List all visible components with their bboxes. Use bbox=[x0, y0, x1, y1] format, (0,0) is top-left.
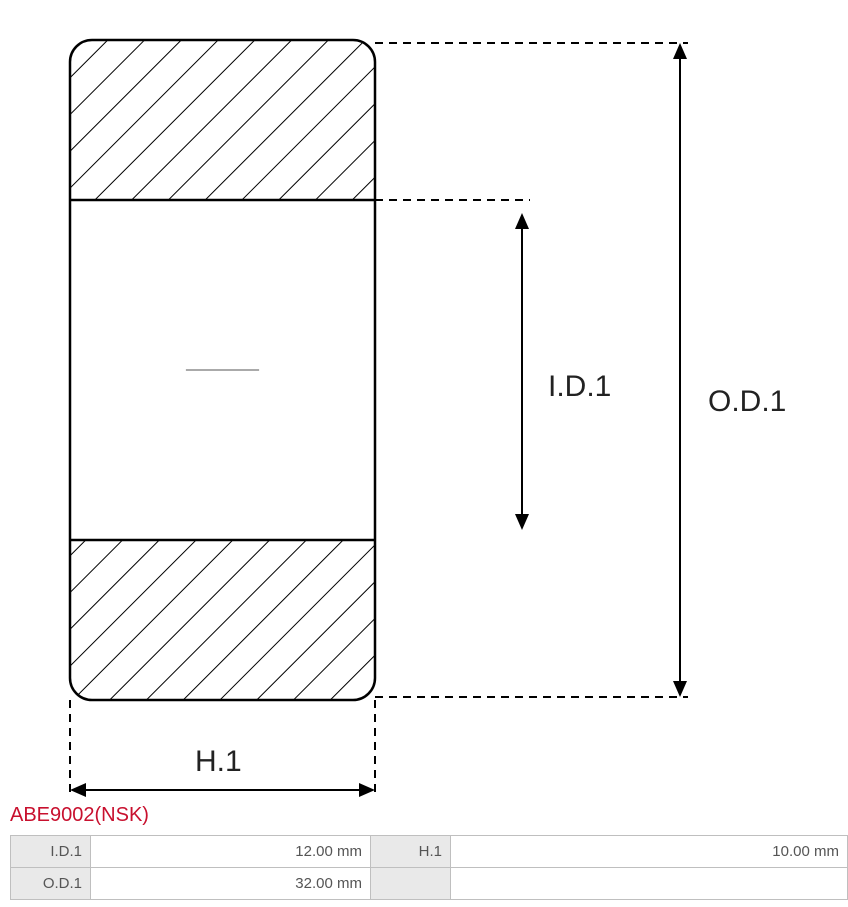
cell-h1-value: 10.00 mm bbox=[451, 836, 848, 868]
label-h1: H.1 bbox=[195, 745, 242, 779]
spec-table: I.D.1 12.00 mm H.1 10.00 mm O.D.1 32.00 … bbox=[10, 835, 848, 900]
part-title: ABE9002(NSK) bbox=[0, 800, 848, 835]
table-row: O.D.1 32.00 mm bbox=[11, 868, 848, 900]
cell-id1-label: I.D.1 bbox=[11, 836, 91, 868]
cell-empty-label bbox=[371, 868, 451, 900]
cell-id1-value: 12.00 mm bbox=[91, 836, 371, 868]
table-row: I.D.1 12.00 mm H.1 10.00 mm bbox=[11, 836, 848, 868]
cell-empty-value bbox=[451, 868, 848, 900]
label-id1: I.D.1 bbox=[548, 370, 611, 404]
cell-od1-label: O.D.1 bbox=[11, 868, 91, 900]
cell-h1-label: H.1 bbox=[371, 836, 451, 868]
label-od1: O.D.1 bbox=[708, 385, 786, 419]
cell-od1-value: 32.00 mm bbox=[91, 868, 371, 900]
bearing-cross-section-diagram: I.D.1 O.D.1 H.1 bbox=[0, 0, 848, 800]
